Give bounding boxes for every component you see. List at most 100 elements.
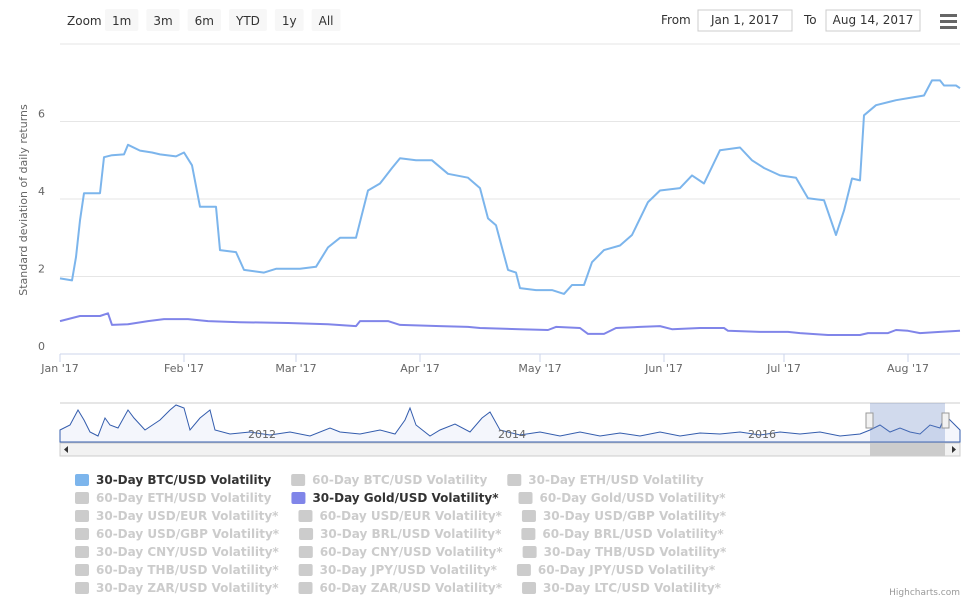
legend-item[interactable]: 60-Day BTC/USD Volatility [291, 473, 487, 487]
x-tick-label: May '17 [518, 362, 561, 375]
legend-symbol[interactable] [516, 564, 531, 576]
legend-symbol[interactable] [291, 492, 306, 504]
legend-item[interactable]: 30-Day USD/EUR Volatility* [75, 509, 279, 523]
legend-symbol[interactable] [75, 474, 89, 486]
legend-symbol[interactable] [522, 582, 537, 594]
legend-symbol[interactable] [299, 528, 314, 540]
legend-item[interactable]: 60-Day CNY/USD Volatility* [298, 545, 504, 559]
legend-item[interactable]: 60-Day Gold/USD Volatility* [518, 491, 727, 505]
legend-label[interactable]: 30-Day Gold/USD Volatility* [312, 491, 499, 505]
range-button-bg[interactable] [311, 9, 341, 31]
legend-label[interactable]: 30-Day THB/USD Volatility* [544, 545, 727, 559]
legend-item[interactable]: 60-Day USD/GBP Volatility* [75, 527, 280, 541]
range-button-label[interactable]: YTD [235, 14, 260, 28]
navigator-handle[interactable] [941, 412, 950, 429]
range-button[interactable]: 6m [187, 9, 221, 31]
legend-symbol[interactable] [75, 510, 89, 522]
legend-symbol[interactable] [522, 546, 537, 558]
legend-symbol[interactable] [507, 474, 522, 486]
to-value[interactable]: Aug 14, 2017 [833, 13, 914, 27]
legend-item[interactable]: 30-Day CNY/USD Volatility* [75, 545, 280, 559]
legend-label[interactable]: 60-Day Gold/USD Volatility* [540, 491, 727, 505]
range-button[interactable]: 3m [146, 9, 180, 31]
menu-bar[interactable] [940, 14, 957, 17]
zoom-label: Zoom [67, 14, 102, 28]
from-value[interactable]: Jan 1, 2017 [710, 13, 779, 27]
to-input[interactable] [825, 9, 921, 32]
legend-label[interactable]: 30-Day USD/GBP Volatility* [543, 509, 727, 523]
navigator-handle[interactable] [865, 412, 874, 429]
range-button-bg[interactable] [187, 9, 221, 31]
legend-label[interactable]: 30-Day USD/EUR Volatility* [96, 509, 279, 523]
range-button-label[interactable]: 3m [153, 14, 172, 28]
scrollbar-track[interactable] [59, 442, 961, 457]
legend-label[interactable]: 60-Day USD/GBP Volatility* [96, 527, 280, 541]
navigator-selection[interactable] [870, 403, 945, 442]
legend-item[interactable]: 30-Day Gold/USD Volatility* [291, 491, 499, 505]
range-button[interactable]: YTD [228, 9, 267, 31]
legend-item[interactable]: 30-Day BTC/USD Volatility [75, 473, 271, 487]
menu-bar[interactable] [940, 26, 957, 29]
menu-button[interactable] [940, 14, 957, 29]
scrollbar-thumb[interactable] [870, 443, 945, 456]
legend-item[interactable]: 30-Day ZAR/USD Volatility* [75, 581, 279, 595]
credits[interactable]: Highcharts.com [889, 588, 960, 598]
legend-symbol[interactable] [298, 564, 313, 576]
legend-symbol[interactable] [291, 474, 306, 486]
legend-label[interactable]: 60-Day BTC/USD Volatility [312, 473, 487, 487]
legend-label[interactable]: 60-Day ETH/USD Volatility [96, 491, 272, 505]
legend-item[interactable]: 60-Day ETH/USD Volatility [75, 491, 272, 505]
legend-symbol[interactable] [75, 528, 89, 540]
navigator-label: 2014 [498, 428, 526, 441]
range-button-label[interactable]: 1m [112, 14, 131, 28]
legend-symbol[interactable] [75, 582, 89, 594]
menu-bar[interactable] [940, 20, 957, 23]
legend-label[interactable]: 30-Day CNY/USD Volatility* [96, 545, 280, 559]
from-input[interactable] [697, 9, 793, 32]
legend-label[interactable]: 30-Day ZAR/USD Volatility* [96, 581, 279, 595]
y-tick-label: 6 [38, 108, 45, 121]
range-button-label[interactable]: All [319, 14, 334, 28]
legend-label[interactable]: 60-Day JPY/USD Volatility* [538, 563, 716, 577]
legend-symbol[interactable] [75, 564, 89, 576]
range-button-label[interactable]: 6m [195, 14, 214, 28]
legend-item[interactable]: 60-Day ZAR/USD Volatility* [298, 581, 503, 595]
range-button-bg[interactable] [146, 9, 180, 31]
range-button-bg[interactable] [274, 9, 304, 31]
legend-label[interactable]: 60-Day THB/USD Volatility* [96, 563, 279, 577]
legend-item[interactable]: 30-Day JPY/USD Volatility* [298, 563, 498, 577]
legend-label[interactable]: 30-Day BTC/USD Volatility [96, 473, 271, 487]
legend-item[interactable]: 30-Day ETH/USD Volatility [507, 473, 704, 487]
legend-label[interactable]: 60-Day CNY/USD Volatility* [320, 545, 504, 559]
legend-symbol[interactable] [298, 582, 313, 594]
legend-label[interactable]: 60-Day BRL/USD Volatility* [542, 527, 724, 541]
legend-symbol[interactable] [298, 546, 313, 558]
legend-label[interactable]: 60-Day USD/EUR Volatility* [319, 509, 502, 523]
legend-symbol[interactable] [75, 492, 89, 504]
legend-symbol[interactable] [75, 546, 89, 558]
legend-item[interactable]: 60-Day USD/EUR Volatility* [298, 509, 503, 523]
legend-item[interactable]: 30-Day BRL/USD Volatility* [299, 527, 502, 541]
legend-symbol[interactable] [521, 528, 536, 540]
legend-item[interactable]: 30-Day LTC/USD Volatility* [522, 581, 722, 595]
legend-item[interactable]: 30-Day USD/GBP Volatility* [521, 509, 727, 523]
range-button-bg[interactable] [228, 9, 267, 31]
legend-label[interactable]: 30-Day LTC/USD Volatility* [543, 581, 722, 595]
legend-label[interactable]: 60-Day ZAR/USD Volatility* [320, 581, 503, 595]
legend-symbol[interactable] [298, 510, 313, 522]
range-button[interactable]: 1m [105, 9, 139, 31]
range-button[interactable]: 1y [274, 9, 304, 31]
range-button-bg[interactable] [105, 9, 139, 31]
legend-symbol[interactable] [518, 492, 533, 504]
legend-label[interactable]: 30-Day BRL/USD Volatility* [320, 527, 502, 541]
legend-item[interactable]: 60-Day BRL/USD Volatility* [521, 527, 724, 541]
range-button-label[interactable]: 1y [282, 14, 297, 28]
x-tick-label: Jan '17 [40, 362, 78, 375]
legend-label[interactable]: 30-Day ETH/USD Volatility [528, 473, 704, 487]
range-button[interactable]: All [311, 9, 341, 31]
legend-item[interactable]: 60-Day JPY/USD Volatility* [516, 563, 716, 577]
legend-label[interactable]: 30-Day JPY/USD Volatility* [320, 563, 498, 577]
legend-item[interactable]: 60-Day THB/USD Volatility* [75, 563, 279, 577]
legend-item[interactable]: 30-Day THB/USD Volatility* [522, 545, 727, 559]
legend-symbol[interactable] [521, 510, 536, 522]
